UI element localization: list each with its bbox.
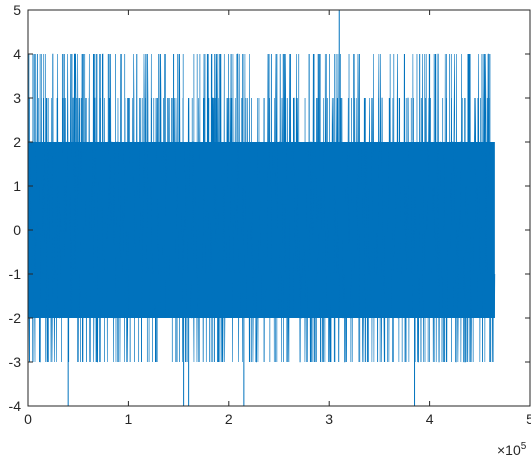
x-tick-label: 4 [426, 411, 434, 427]
y-tick-label: 2 [13, 134, 21, 150]
x-axis: 0 1 2 3 4 5 [24, 10, 531, 427]
x-exponent-power: 5 [521, 441, 527, 452]
y-tick-label: 5 [13, 2, 21, 18]
y-tick-label: -3 [9, 354, 22, 370]
y-tick-label: 0 [13, 222, 21, 238]
x-tick-label: 5 [526, 411, 531, 427]
plot-frame [27, 9, 531, 407]
x-tick-label: 2 [225, 411, 233, 427]
x-tick-label: 0 [24, 411, 32, 427]
y-tick-label: -4 [9, 398, 22, 414]
y-tick-label: -1 [9, 266, 22, 282]
y-axis: -4 -3 -2 -1 0 1 2 3 4 5 [9, 2, 530, 414]
x-exponent-label: ×105 [497, 441, 527, 458]
y-tick-label: -2 [9, 310, 22, 326]
y-tick-label: 3 [13, 90, 21, 106]
x-tick-label: 1 [125, 411, 133, 427]
series-line [27, 53, 496, 363]
x-tick-label: 3 [325, 411, 333, 427]
y-tick-label: 1 [13, 178, 21, 194]
series-layer [27, 10, 496, 406]
y-tick-label: 4 [13, 46, 21, 62]
